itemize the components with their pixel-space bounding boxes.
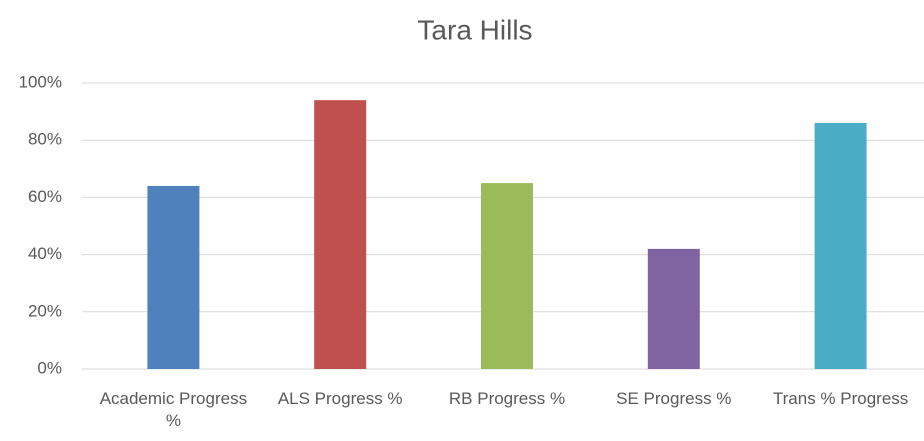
bar: [147, 185, 200, 369]
x-tick-label: ALS Progress %: [277, 389, 403, 408]
y-tick-label: 80%: [28, 130, 62, 149]
chart-title: Tara Hills: [417, 14, 532, 45]
y-tick-label: 60%: [28, 187, 62, 206]
bar: [314, 100, 367, 369]
x-tick-label: Trans % Progress: [772, 389, 909, 408]
y-tick-label: 40%: [28, 244, 62, 263]
x-tick-label: SE Progress %: [616, 389, 732, 408]
x-tick-label: RB Progress %: [448, 389, 566, 408]
bar: [481, 183, 533, 369]
x-tick-label: Academic Progress %: [99, 389, 248, 430]
y-tick-label: 0%: [37, 358, 62, 377]
bar: [814, 123, 867, 369]
y-tick-label: 20%: [28, 301, 62, 320]
y-tick-label: 100%: [19, 72, 62, 91]
bar: [647, 248, 700, 369]
